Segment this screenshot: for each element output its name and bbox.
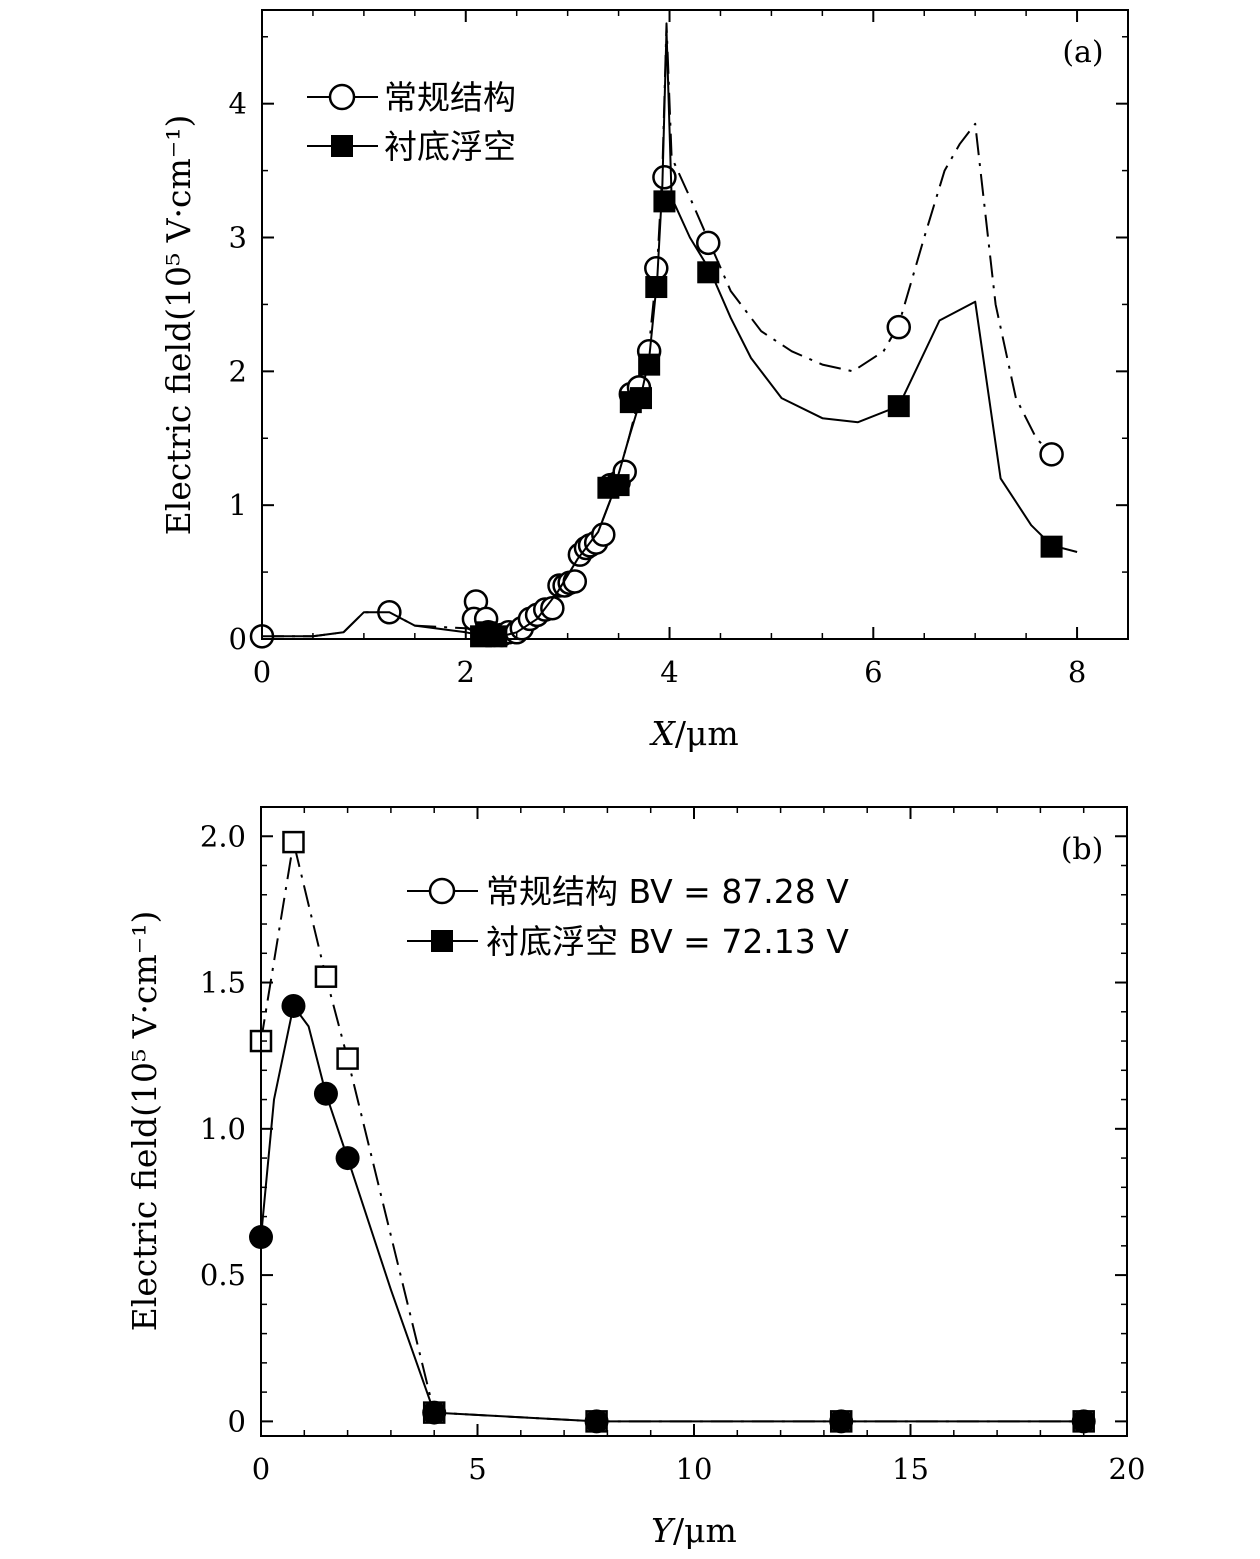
chart-a-y-tick-label: 2 <box>229 354 247 388</box>
chart-a-x-tick-label: 0 <box>253 655 271 689</box>
chart-a-x-tick-label: 6 <box>864 655 882 689</box>
chart-a-x-tick-label: 2 <box>457 655 475 689</box>
chart-b-series-0-point <box>336 1047 359 1070</box>
chart-a-series-0-point <box>644 256 669 281</box>
chart-a-plot-frame <box>261 9 1129 640</box>
legend-b-conventional-label: 常规结构 BV = 87.28 V <box>486 872 849 911</box>
chart-a-series-1-point <box>697 261 720 284</box>
chart-b-y-tick-label: 2.0 <box>200 819 246 853</box>
chart-a-y-tick-label: 1 <box>229 488 247 522</box>
chart-b-y-tick-label: 0.5 <box>200 1258 246 1292</box>
chart-a-x-tick-label: 8 <box>1068 655 1086 689</box>
chart-a-x-tick-label: 4 <box>660 655 678 689</box>
chart-a-y-tick-label: 4 <box>229 87 247 121</box>
chart-b-series-1 <box>249 993 1096 1434</box>
chart-b-x-tick-label: 10 <box>676 1452 713 1486</box>
chart-a-series <box>249 22 1078 649</box>
chart-b-panel-label: (b) <box>1061 832 1104 867</box>
chart-b-y-tick-label: 1.5 <box>200 966 246 1000</box>
chart-b-x-axis-unit: /μm <box>673 1511 737 1550</box>
chart-a-x-axis-unit: /μm <box>675 714 739 753</box>
legend-b-entry-floating: 衬底浮空 BV = 72.13 V <box>407 922 849 961</box>
chart-a-series-0-point <box>1039 442 1064 467</box>
chart-b-series-1-point <box>584 1409 609 1434</box>
chart-a-series-1-line <box>262 29 1078 638</box>
legend-a-conventional-label: 常规结构 <box>384 78 516 117</box>
chart-a-legend: 常规结构 衬底浮空 <box>307 78 516 166</box>
chart-a-series-1-point <box>485 625 508 648</box>
chart-a-series-1-point <box>645 276 668 299</box>
chart-b-legend: 常规结构 BV = 87.28 V 衬底浮空 BV = 72.13 V <box>407 872 849 961</box>
chart-a-axes: 0 2 4 6 8 0 1 2 3 4 <box>229 10 1128 689</box>
chart-a-x-axis-var: X <box>648 714 676 753</box>
legend-b-entry-conventional: 常规结构 BV = 87.28 V <box>407 872 849 911</box>
chart-b-plot-frame <box>260 806 1128 1437</box>
chart-b-axes: 0 5 10 15 20 0 0.5 1.0 1.5 2.0 <box>200 807 1146 1486</box>
chart-a-series-0-point <box>562 569 588 594</box>
chart-panel-a: 0 2 4 6 8 0 1 2 3 4 (a) Electric field(10⁵ V·cm⁻¹… <box>159 9 1129 753</box>
legend-a-entry-floating: 衬底浮空 <box>307 127 516 166</box>
legend-b-conventional-marker <box>428 877 456 905</box>
chart-b-series-1-point <box>335 1146 360 1171</box>
chart-b-y-tick-label: 1.0 <box>200 1112 246 1146</box>
chart-b-series-1-line <box>260 1004 1084 1423</box>
chart-a-series-0-line <box>262 22 1053 638</box>
chart-b-x-tick-label: 15 <box>892 1452 929 1486</box>
chart-a-series-1-point <box>887 395 910 418</box>
chart-b-series-1-point <box>281 993 306 1018</box>
chart-b-series-1-point <box>313 1081 338 1106</box>
chart-b-series-1-point <box>1071 1409 1096 1434</box>
chart-a-series-0-point <box>695 230 721 256</box>
chart-a-series-0-point <box>540 595 565 621</box>
chart-a-x-axis-title: X/μm <box>648 714 738 753</box>
chart-b-x-axis-title: Y/μm <box>651 1511 737 1550</box>
legend-a-conventional-marker <box>328 83 356 111</box>
chart-a-series-0-point <box>591 522 616 547</box>
legend-a-floating-label: 衬底浮空 <box>384 127 516 166</box>
chart-a-series-1-point <box>638 353 661 376</box>
chart-b-series-1-point <box>829 1409 854 1434</box>
chart-a-y-tick-label: 0 <box>229 622 247 656</box>
legend-b-floating-label: 衬底浮空 BV = 72.13 V <box>486 922 849 961</box>
chart-panel-b: 0 5 10 15 20 0 0.5 1.0 1.5 2.0 (b) Electric field… <box>125 806 1146 1550</box>
chart-b-x-tick-label: 0 <box>252 1452 270 1486</box>
chart-b-series-0-point <box>282 830 305 854</box>
chart-b-x-tick-label: 5 <box>468 1452 486 1486</box>
chart-a-panel-label: (a) <box>1062 35 1103 70</box>
chart-a-series-1-point <box>1040 535 1063 558</box>
chart-b-series-1-point <box>422 1400 447 1425</box>
chart-b-x-axis-var: Y <box>651 1511 676 1550</box>
chart-a-series-1-point <box>607 474 630 497</box>
chart-a-y-axis-title: Electric field(10⁵ V·cm⁻¹) <box>159 115 198 536</box>
chart-a-series-1-point <box>653 190 676 213</box>
chart-a-series-1 <box>262 29 1078 648</box>
chart-b-x-tick-label: 20 <box>1109 1452 1146 1486</box>
legend-b-floating-marker <box>431 930 453 952</box>
legend-a-floating-marker <box>331 135 353 157</box>
chart-a-y-tick-label: 3 <box>229 221 247 255</box>
chart-a-series-0-point <box>886 314 912 340</box>
chart-a-series-1-point <box>630 387 653 410</box>
chart-b-y-tick-label: 0 <box>228 1404 246 1438</box>
chart-b-y-axis-title: Electric field(10⁵ V·cm⁻¹) <box>125 911 164 1332</box>
chart-b-series <box>249 830 1096 1434</box>
legend-a-entry-conventional: 常规结构 <box>307 78 516 117</box>
chart-a-series-0 <box>249 22 1064 649</box>
chart-b-series-0-point <box>314 965 338 988</box>
